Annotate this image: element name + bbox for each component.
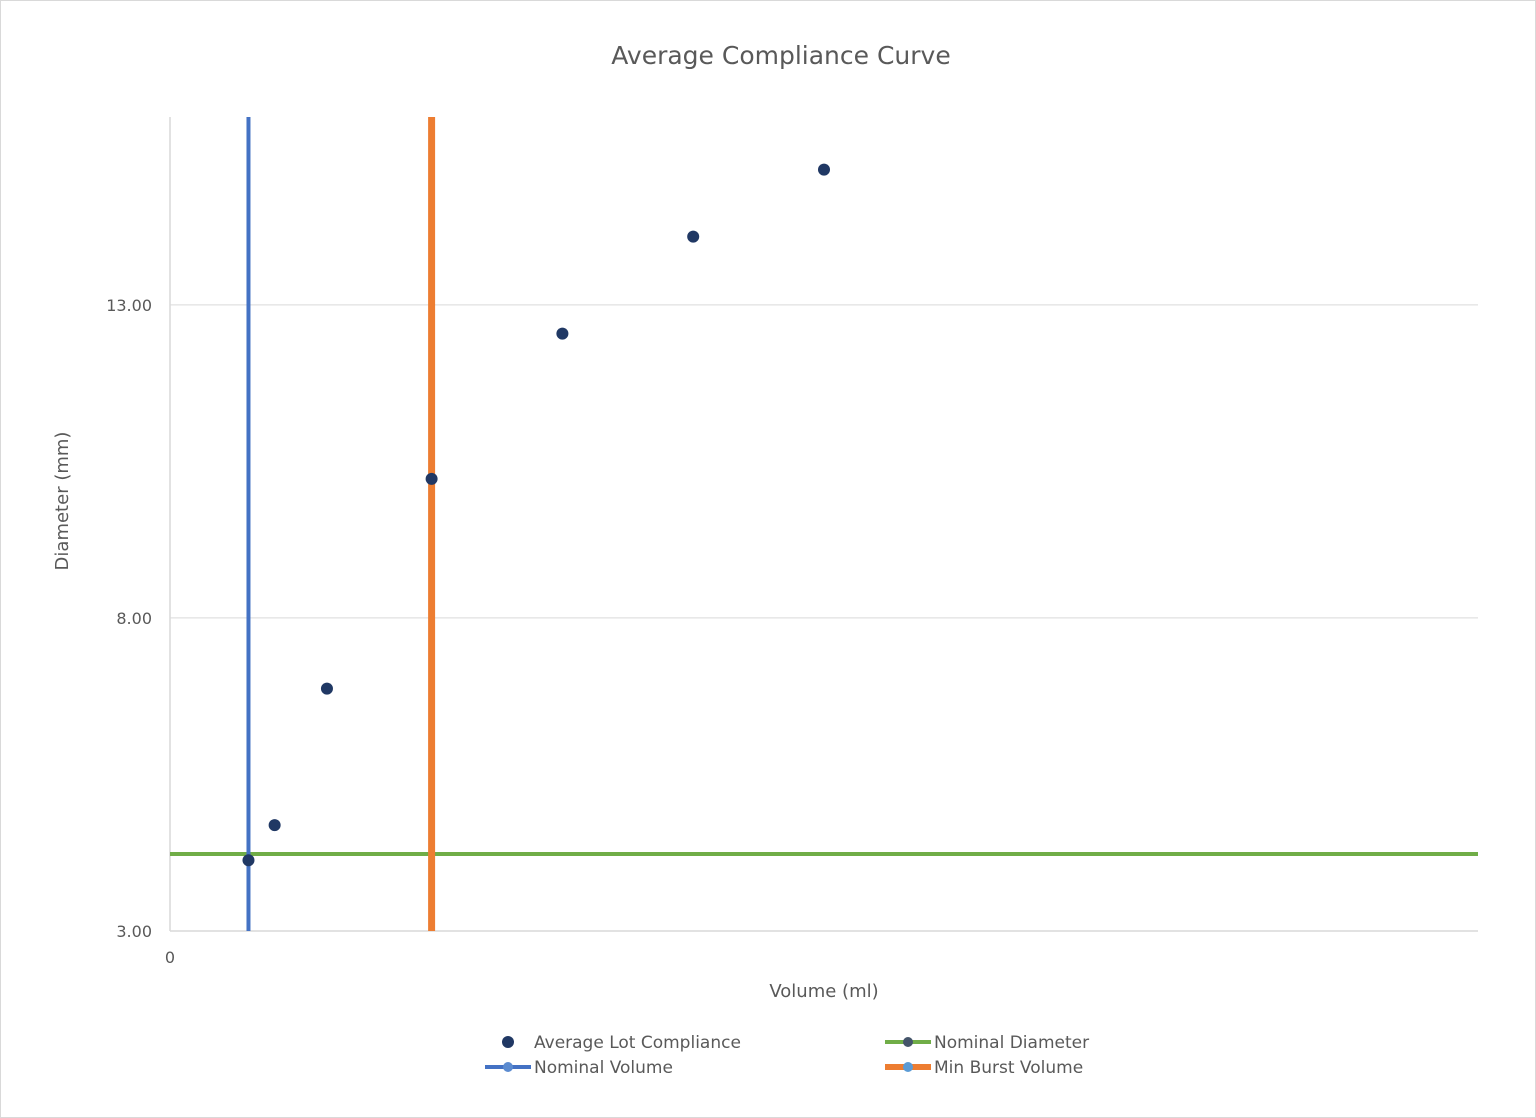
data-point bbox=[242, 854, 255, 867]
legend-item: Average Lot Compliance bbox=[502, 1033, 741, 1053]
x-tick-label: 0 bbox=[165, 948, 175, 967]
y-tick-label: 13.00 bbox=[106, 296, 152, 315]
legend-item: Min Burst Volume bbox=[885, 1058, 1083, 1078]
legend-label: Min Burst Volume bbox=[934, 1058, 1083, 1078]
y-tick-label: 3.00 bbox=[116, 922, 152, 941]
legend-marker-icon bbox=[503, 1062, 513, 1072]
grid-group: 3.00 8.00 13.00 0 bbox=[106, 117, 1478, 967]
legend: Average Lot Compliance Nominal Diameter No… bbox=[485, 1033, 1089, 1078]
legend-marker-icon bbox=[502, 1036, 514, 1048]
chart-title: Average Compliance Curve bbox=[611, 41, 950, 70]
y-tick-label: 8.00 bbox=[116, 609, 152, 628]
data-point bbox=[818, 163, 830, 176]
data-point bbox=[556, 327, 569, 340]
legend-marker-icon bbox=[903, 1037, 913, 1047]
data-point bbox=[425, 472, 438, 485]
data-point bbox=[320, 682, 333, 695]
legend-label: Nominal Volume bbox=[534, 1058, 673, 1078]
y-axis-label: Diameter (mm) bbox=[52, 432, 73, 571]
x-axis-label: Volume (ml) bbox=[769, 981, 878, 1002]
data-point bbox=[687, 230, 700, 243]
legend-label: Nominal Diameter bbox=[934, 1033, 1089, 1053]
legend-item: Nominal Volume bbox=[485, 1058, 673, 1078]
legend-item: Nominal Diameter bbox=[885, 1033, 1089, 1053]
data-point bbox=[268, 819, 281, 832]
legend-marker-icon bbox=[903, 1062, 913, 1072]
series-group bbox=[170, 117, 1478, 931]
legend-label: Average Lot Compliance bbox=[534, 1033, 741, 1053]
